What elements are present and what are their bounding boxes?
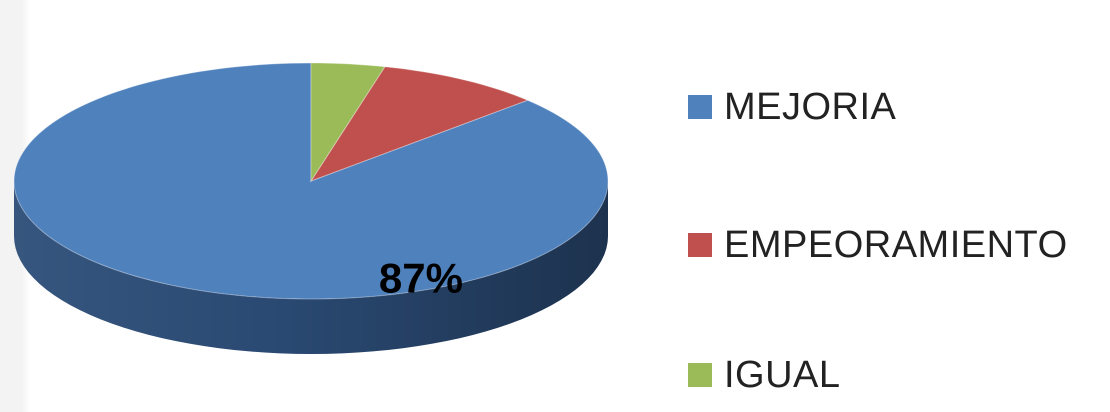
legend-swatch: [688, 233, 712, 257]
pie-side-layer: [14, 181, 608, 354]
legend-item-igual: IGUAL: [688, 350, 841, 400]
pie-slice-mejoria[interactable]: [13, 62, 609, 300]
pie-top-layer: [13, 62, 609, 300]
legend-label: IGUAL: [724, 353, 841, 396]
pie-slice-igual[interactable]: [310, 62, 386, 183]
legend: MEJORIA EMPEORAMIENTO IGUAL: [688, 70, 1103, 400]
data-label-mejoria: 87%: [379, 254, 463, 301]
legend-swatch: [688, 95, 712, 119]
data-label-empeoramiento: 9%: [437, 0, 498, 7]
legend-label: EMPEORAMIENTO: [724, 223, 1068, 266]
pie-label-layer: 87%9%4%: [379, 0, 498, 301]
legend-item-empeoramiento: EMPEORAMIENTO: [688, 220, 1068, 270]
pie-slice-empeoramiento[interactable]: [309, 66, 529, 182]
legend-label: MEJORIA: [724, 85, 897, 128]
pie-side-shade-mejoria: [14, 181, 608, 354]
legend-item-mejoria: MEJORIA: [688, 82, 896, 132]
legend-swatch: [688, 363, 712, 387]
